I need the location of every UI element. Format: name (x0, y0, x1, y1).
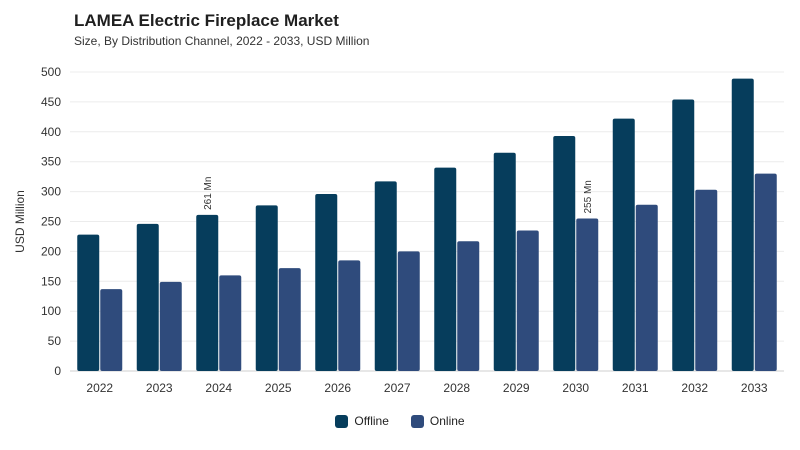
bar-offline (374, 181, 397, 371)
bar-online (754, 173, 777, 371)
y-tick-label: 300 (41, 185, 61, 199)
bar-offline (255, 205, 278, 371)
y-tick-label: 450 (41, 95, 61, 109)
bar-offline (493, 152, 516, 371)
bar-online (159, 281, 182, 371)
bar-online (100, 289, 123, 371)
bar-online (338, 260, 361, 371)
chart-title: LAMEA Electric Fireplace Market (74, 11, 339, 30)
bar-online (516, 230, 539, 371)
bar-online (457, 241, 480, 371)
y-tick-label: 0 (54, 364, 61, 378)
bar-offline (612, 118, 635, 371)
y-tick-label: 200 (41, 244, 61, 258)
legend-item-offline[interactable]: Offline (335, 414, 389, 428)
y-tick-label: 500 (41, 65, 61, 79)
bar-online (278, 268, 301, 371)
legend: Offline Online (0, 414, 800, 428)
bar-offline (77, 234, 100, 371)
legend-swatch-offline (335, 414, 349, 428)
x-tick-label: 2028 (443, 381, 470, 395)
x-tick-label: 2029 (503, 381, 530, 395)
y-tick-label: 250 (41, 215, 61, 229)
x-tick-label: 2031 (622, 381, 649, 395)
bar-offline (434, 167, 457, 371)
legend-item-online[interactable]: Online (410, 414, 465, 428)
x-tick-label: 2026 (324, 381, 351, 395)
bar-online (695, 189, 718, 371)
bar-offline (553, 135, 576, 371)
bar-offline (672, 99, 695, 372)
bar-offline (136, 223, 159, 371)
data-label: 261 Mn (203, 177, 214, 210)
y-tick-label: 150 (41, 274, 61, 288)
x-tick-label: 2024 (205, 381, 232, 395)
bar-offline (196, 214, 219, 371)
x-tick-label: 2022 (86, 381, 113, 395)
bar-online (576, 218, 599, 371)
x-tick-label: 2033 (741, 381, 768, 395)
y-tick-label: 50 (48, 334, 62, 348)
bar-online (635, 204, 658, 371)
y-axis-label: USD Million (13, 190, 27, 253)
y-tick-label: 400 (41, 125, 61, 139)
y-tick-label: 350 (41, 155, 61, 169)
bar-online (219, 275, 242, 371)
bar-offline (731, 78, 754, 371)
legend-label-offline: Offline (354, 414, 389, 428)
bar-offline (315, 193, 338, 371)
chart-subtitle: Size, By Distribution Channel, 2022 - 20… (74, 34, 370, 48)
legend-swatch-online (410, 414, 424, 428)
legend-label-online: Online (429, 414, 465, 428)
x-tick-label: 2027 (384, 381, 411, 395)
x-tick-label: 2030 (562, 381, 589, 395)
x-tick-label: 2023 (146, 381, 173, 395)
x-tick-label: 2025 (265, 381, 292, 395)
bar-online (397, 251, 420, 371)
y-tick-label: 100 (41, 304, 61, 318)
data-label: 255 Mn (583, 180, 594, 213)
x-tick-label: 2032 (681, 381, 708, 395)
